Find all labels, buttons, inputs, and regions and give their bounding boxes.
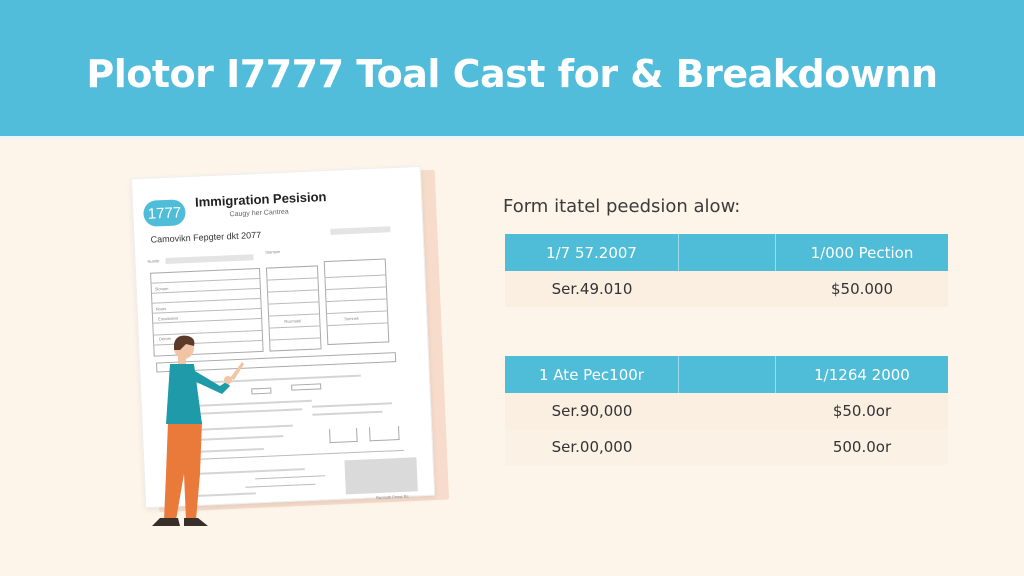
field-label: Sloriom [154,285,169,292]
table-cell [679,393,776,429]
form-title: Immigration Pesision [194,188,327,210]
photo-placeholder [344,457,418,495]
field-label: Stantam [265,249,281,255]
intro-text: Form itatel peedsion alow: [503,196,741,217]
header-cell: 1 Ate Pec100r [505,356,679,393]
signature-box [369,426,400,442]
cost-table-2: 1 Ate Pec100r 1/​1264 2000 Ser.90,000 $5… [505,356,948,465]
banner-divider [0,136,1024,139]
table-cell: $50.0or [832,402,892,420]
form-subtitle: Caugy her Cantrea [229,208,289,219]
small-field [251,387,272,395]
field-label: Numbr [147,258,160,264]
table-cell: Ser.49.010 [551,280,633,298]
table-header: 1 Ate Pec100r 1/​1264 2000 [505,356,948,393]
header-cell [679,234,776,271]
form-field-placeholder [330,226,391,235]
cost-table-1: 1/7 57.2007 1/000 Pection Ser.49.010 $50… [505,234,948,307]
title-banner: Plotor I7777 Toal Cast for & Breakdownn [0,0,1024,136]
table-row: Ser.00,000 500.0or [505,429,948,465]
table-cell [679,429,776,465]
table-row: Ser.90,000 $50.0or [505,393,948,429]
field-label: Rusmatel [284,318,302,324]
table-cell: Ser.90,000 [551,402,633,420]
field-label: Nours [155,306,167,312]
table-cell: 500.0or [832,438,892,456]
small-field [291,383,322,391]
signature-box [329,427,358,444]
signature-line [255,475,326,480]
header-cell [679,356,776,393]
header-cell: 1/7 57.2007 [505,234,679,271]
table-cell: Ser.00,000 [551,438,633,456]
header-cell: 1/000 Pection [810,243,914,262]
form-field-placeholder [165,254,254,265]
field-label: Somnek [344,315,360,322]
signature-line [245,483,316,488]
text-line [312,410,383,416]
table-cell: $50.000 [830,280,894,298]
form-section-label: Camovikn Fepgter dkt 2077 [150,229,262,245]
table-header: 1/7 57.2007 1/000 Pection [505,234,948,271]
page-title: Plotor I7777 Toal Cast for & Breakdownn [86,52,938,96]
field-label: Erosdstene [157,315,179,322]
table-row: Ser.49.010 $50.000 [505,271,948,307]
person-pointing-illustration [152,335,244,526]
header-cell: 1/​1264 2000 [814,365,910,384]
table-cell [679,271,776,307]
text-line [312,402,393,408]
form-number-badge: 1777 [142,199,187,227]
